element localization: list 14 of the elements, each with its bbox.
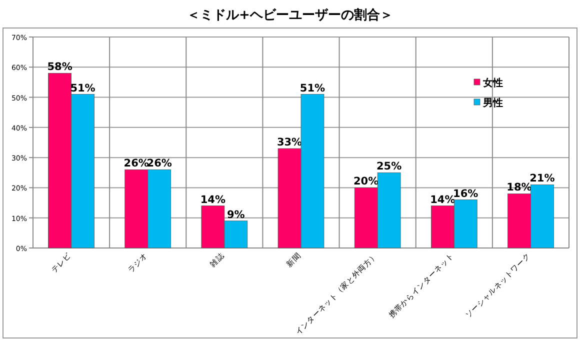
data-label: 14% [200, 194, 226, 206]
chart-title: ＜ミドル+ヘビーユーザーの割合＞ [187, 7, 393, 23]
data-label: 26% [124, 158, 150, 170]
data-label: 9% [227, 208, 246, 221]
data-label: 51% [300, 82, 326, 94]
data-label: 26% [146, 158, 172, 170]
data-label: 21% [530, 172, 556, 185]
data-label: 16% [453, 188, 479, 200]
data-label: 14% [430, 194, 456, 206]
legend-label: 女性 [482, 77, 503, 89]
data-label: 58% [47, 61, 73, 74]
legend-label: 男性 [482, 97, 503, 109]
data-label: 25% [376, 160, 402, 173]
data-label: 33% [276, 136, 303, 149]
